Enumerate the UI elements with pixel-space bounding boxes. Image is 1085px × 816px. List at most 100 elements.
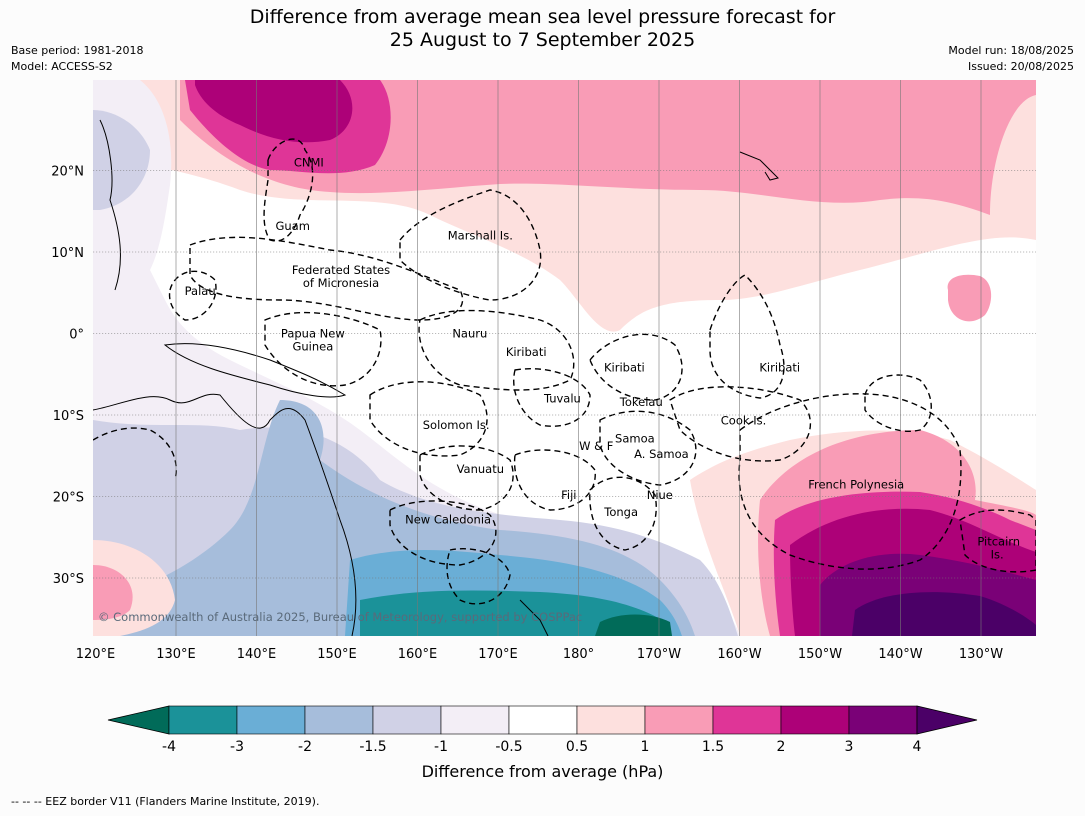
colorbar-tick-label: 0.5 [566,739,588,755]
anomaly-region-1-1.5-sw [93,565,133,620]
eez-palau [168,270,217,321]
eez-tuvalu [513,368,591,427]
eez-solomon [369,381,488,457]
colorbar-tick-label: -4 [162,739,176,755]
longitude-label: 160°W [717,647,761,662]
colorbar-swatch [304,705,374,735]
longitude-label: 150°W [798,647,842,662]
region-label: Nauru [452,327,487,341]
eez-cook-is [669,386,811,462]
region-label: W & F [579,439,613,453]
eez-new-caledonia [389,500,497,566]
anomaly-region-above-4-se [852,592,1036,636]
hawaii-coast [739,151,779,181]
colorbar-tick-label: -1 [434,739,448,755]
colorbar-swatch [508,705,578,735]
longitude-label: 120°E [76,647,116,662]
colorbar-extend-low [107,705,170,735]
anomaly-region-1-1.5-b [947,274,992,322]
region-label: Tokelau [619,395,663,409]
map-title-line-2: 25 August to 7 September 2025 [389,29,696,51]
graticule [93,80,1036,636]
latitude-label: 30°S [53,572,84,587]
region-label: Vanuatu [457,462,504,476]
longitude-labels: 120°E 130°E 140°E 150°E 160°E 170°E 180° 170°W 1… [76,647,1003,662]
model-text: Model: ACCESS-S2 [11,60,113,73]
eez-micronesia [189,236,464,321]
colorbar-tick-label: -0.5 [495,739,522,755]
eez-marshall [399,189,542,301]
region-label: Is. [991,547,1004,561]
map-title-line-1: Difference from average mean sea level p… [249,6,836,28]
longitude-label: 170°W [637,647,681,662]
latitude-label: 20°N [51,165,84,180]
eez-marquesas [864,374,932,432]
region-label: New Caledonia [405,512,491,526]
issued-text: Issued: 20/08/2025 [967,60,1074,73]
map-title: Difference from average mean sea level p… [0,6,1085,52]
australia-coast [93,393,357,636]
colorbar-swatch [644,705,714,735]
new-guinea-coast [163,343,347,398]
region-label: CNMI [294,155,324,169]
longitude-label: 130°E [156,647,196,662]
region-label: Guam [275,219,309,233]
colorbar-swatch [236,705,306,735]
latitude-label: 0° [69,328,84,343]
eez-tonga [589,476,657,551]
longitude-label: 140°E [237,647,277,662]
colorbar-tick-labels: -4 -3 -2 -1.5 -1 -0.5 0.5 1 1.5 2 3 4 [162,739,922,755]
region-label: A. Samoa [634,447,689,461]
colorbar-swatch [712,705,782,735]
region-label: Niue [647,488,673,502]
longitude-label: 130°W [959,647,1003,662]
longitude-label: 160°E [398,647,438,662]
region-label: Federated States [292,263,390,277]
eez-png [264,311,382,387]
region-label: Tuvalu [543,392,581,406]
eez-borders [93,138,1036,605]
eez-nauru-kiribati [418,309,575,391]
region-label: Marshall Is. [448,229,513,243]
colorbar-tick-label: 3 [845,739,854,755]
region-label: Pitcairn [977,534,1020,548]
colorbar-title: Difference from average (hPa) [421,762,664,781]
eez-western-edge [93,427,177,481]
colorbar-tick-label: 4 [913,739,922,755]
philippines-coast [99,119,121,291]
colorbar-swatch [576,705,646,735]
eez-french-polynesia [738,393,962,570]
region-label: Kiribati [759,361,800,375]
anomaly-region-2-3 [195,80,353,143]
colorbar-tick-label: -3 [230,739,244,755]
region-label: Solomon Is. [423,418,490,432]
model-run-text: Model run: 18/08/2025 [948,44,1074,57]
eez-tokelau-kiribati [589,333,683,401]
copyright-text: © Commonwealth of Australia 2025, Bureau… [98,610,582,624]
region-label: Cook Is. [721,414,766,428]
base-period-text: Base period: 1981-2018 [11,44,144,57]
latitude-label: 10°N [51,246,84,261]
region-label: Fiji [561,488,576,502]
eez-cnmi-guam [263,138,314,242]
colorbar-swatch [440,705,510,735]
region-label: French Polynesia [808,477,904,491]
longitude-label: 150°E [317,647,357,662]
region-label: Guinea [292,340,333,354]
longitude-label: 180° [563,647,594,662]
eez-new-caledonia-south [446,548,511,605]
eez-samoa-niue [599,410,697,486]
anomaly-region-neg-3-4 [360,590,672,636]
colorbar-tick-label: 1 [641,739,650,755]
meta-right: Model run: 18/08/2025 Issued: 20/08/2025 [948,43,1074,75]
colorbar-tick-label: 2 [777,739,786,755]
colorbar [107,705,978,735]
latitude-label: 20°S [53,491,84,506]
longitude-label: 140°W [878,647,922,662]
eez-legend-footer: -- -- -- EEZ border V11 (Flanders Marine… [11,795,320,808]
eez-fiji [513,449,596,511]
meta-left: Base period: 1981-2018 Model: ACCESS-S2 [11,43,143,75]
longitude-label: 170°E [478,647,518,662]
